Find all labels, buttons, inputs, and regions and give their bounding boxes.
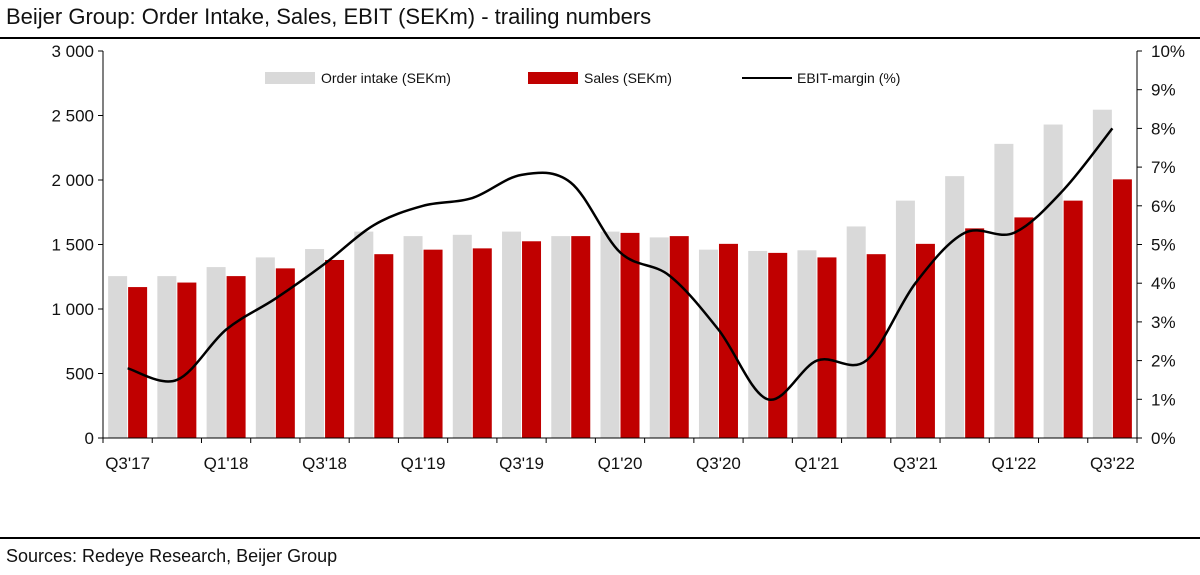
sales-bar <box>817 257 837 438</box>
legend-ebit-label: EBIT-margin (%) <box>797 70 900 86</box>
sales-bar <box>866 254 886 438</box>
order-intake-bar <box>846 226 866 438</box>
sales-bar <box>620 232 640 438</box>
order-intake-bar <box>157 276 177 438</box>
legend: Order intake (SEKm) Sales (SEKm) EBIT-marg… <box>265 70 900 86</box>
order-intake-bar <box>255 257 275 438</box>
x-tick-label: Q3'21 <box>893 454 938 473</box>
order-intake-bar <box>945 176 965 438</box>
source-rule <box>0 537 1200 539</box>
sales-bar <box>1112 179 1132 439</box>
order-intake-bar <box>600 231 620 438</box>
y2-tick-label: 10% <box>1151 42 1185 61</box>
bars-layer <box>108 109 1132 439</box>
order-intake-bar <box>649 237 669 438</box>
title-rule <box>0 37 1200 39</box>
x-tick-label: Q1'22 <box>991 454 1036 473</box>
x-tick-label: Q1'18 <box>204 454 249 473</box>
sales-bar <box>522 241 542 438</box>
y2-tick-label: 3% <box>1151 313 1176 332</box>
sales-bar <box>472 248 492 438</box>
x-tick-label: Q1'19 <box>401 454 446 473</box>
legend-sales-label: Sales (SEKm) <box>584 70 672 86</box>
sales-bar <box>915 243 935 438</box>
legend-sales-swatch <box>528 72 578 84</box>
order-intake-bar <box>1092 109 1112 438</box>
order-intake-bar <box>748 250 768 438</box>
sales-bar <box>718 243 738 438</box>
y-tick-label: 0 <box>85 429 94 448</box>
y2-tick-label: 7% <box>1151 158 1176 177</box>
x-tick-label: Q1'20 <box>598 454 643 473</box>
y-tick-label: 1 000 <box>51 300 94 319</box>
source-note: Sources: Redeye Research, Beijer Group <box>6 546 338 566</box>
order-intake-bar <box>797 250 817 438</box>
y2-tick-label: 9% <box>1151 81 1176 100</box>
order-intake-bar <box>206 267 226 438</box>
order-intake-bar <box>354 231 374 438</box>
y2-tick-label: 4% <box>1151 274 1176 293</box>
order-intake-bar <box>403 236 423 438</box>
y2-tick-label: 1% <box>1151 390 1176 409</box>
order-intake-bar <box>1043 124 1063 438</box>
sales-bar <box>374 254 394 438</box>
sales-bar <box>226 276 246 438</box>
y2-tick-label: 6% <box>1151 197 1176 216</box>
x-tick-label: Q3'22 <box>1090 454 1135 473</box>
y2-tick-label: 2% <box>1151 352 1176 371</box>
y2-tick-label: 5% <box>1151 236 1176 255</box>
order-intake-bar <box>452 234 472 438</box>
y-tick-label: 1 500 <box>51 236 94 255</box>
sales-bar <box>177 282 197 438</box>
order-intake-bar <box>551 236 571 438</box>
x-tick-label: Q3'19 <box>499 454 544 473</box>
axes-layer: 0 500 1 000 1 500 2 000 2 500 3 000 0% 1% 2% 3% 4% 5… <box>51 42 1185 473</box>
y2-tick-label: 0% <box>1151 429 1176 448</box>
sales-bar <box>128 287 148 438</box>
x-tick-label: Q3'17 <box>105 454 150 473</box>
order-intake-bar <box>108 276 128 438</box>
sales-bar <box>275 268 295 438</box>
order-intake-bar <box>698 249 718 438</box>
order-intake-bar <box>502 231 522 438</box>
sales-bar <box>1063 200 1083 438</box>
x-tick-label: Q1'21 <box>795 454 840 473</box>
sales-bar <box>325 259 345 438</box>
y-tick-label: 2 000 <box>51 171 94 190</box>
order-intake-bar <box>994 143 1014 438</box>
sales-bar <box>669 236 689 438</box>
x-tick-label: Q3'20 <box>696 454 741 473</box>
x-tick-label: Q3'18 <box>302 454 347 473</box>
ebit-margin-line <box>127 127 1114 401</box>
y-tick-label: 500 <box>66 365 94 384</box>
sales-bar <box>423 249 443 438</box>
sales-bar <box>965 228 985 438</box>
sales-bar <box>571 236 591 438</box>
y-tick-label: 2 500 <box>51 107 94 126</box>
legend-order-intake-swatch <box>265 72 315 84</box>
y-tick-label: 3 000 <box>51 42 94 61</box>
legend-order-intake-label: Order intake (SEKm) <box>321 70 451 86</box>
order-intake-bar <box>895 200 915 438</box>
ebit-line-layer <box>127 127 1114 401</box>
order-intake-bar <box>305 249 325 438</box>
y2-tick-label: 8% <box>1151 119 1176 138</box>
chart-title: Beijer Group: Order Intake, Sales, EBIT … <box>6 4 652 29</box>
sales-bar <box>768 252 788 438</box>
sales-bar <box>1014 217 1034 438</box>
